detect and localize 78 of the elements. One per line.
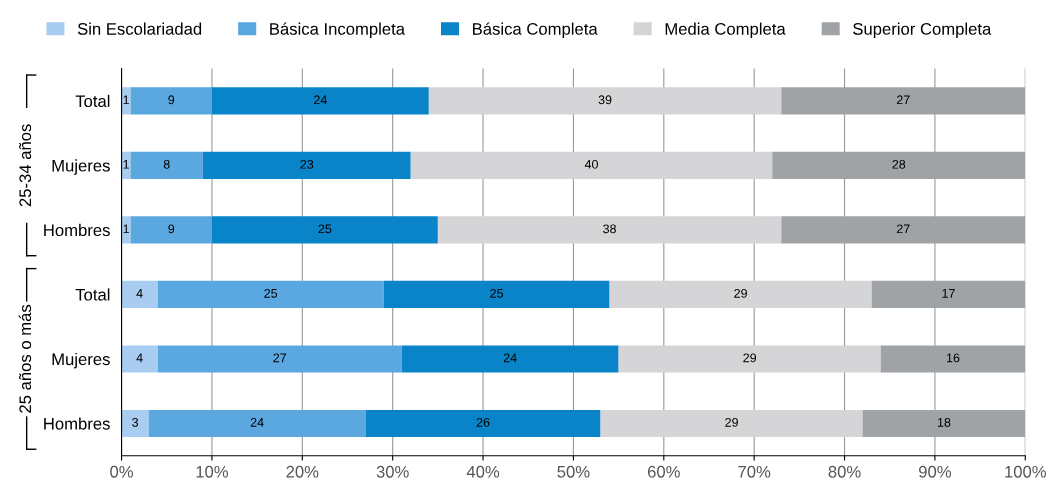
data-label: 23 [300, 159, 314, 169]
data-label: 18 [937, 417, 951, 427]
x-tick-label: 20% [286, 465, 319, 478]
bar [202, 151, 411, 179]
bar [130, 151, 203, 179]
x-tick-label: 0% [110, 465, 134, 478]
bar [121, 409, 149, 437]
bar [157, 280, 384, 308]
x-tick-label: 100% [1005, 465, 1047, 478]
x-tick-label: 40% [466, 465, 500, 478]
data-label: 17 [942, 289, 955, 298]
data-label: 27 [273, 353, 287, 363]
text: 25 años o más [18, 304, 32, 413]
bar [618, 345, 881, 373]
data-label: 4 [136, 353, 143, 363]
legend-label: Superior Completa [853, 22, 992, 39]
bar [401, 345, 619, 373]
legend-label: Sin Escolariadad [77, 22, 202, 35]
data-label: 28 [892, 159, 906, 169]
bar [609, 280, 872, 308]
text: 25-34 años [19, 124, 32, 207]
data-label: 8 [163, 159, 170, 169]
data-label: 26 [476, 417, 490, 427]
bar [437, 216, 782, 244]
y-tick-label: Total [75, 94, 110, 108]
data-label: 29 [734, 288, 747, 298]
bar [211, 87, 429, 115]
data-label: 24 [503, 353, 517, 363]
data-label: 25 [490, 288, 504, 298]
bar [383, 280, 610, 308]
x-tick-label: 90% [919, 465, 951, 478]
data-label: 24 [250, 417, 264, 427]
data-label: 9 [168, 224, 175, 234]
data-label: 24 [314, 95, 327, 105]
bar [211, 216, 438, 244]
y-tick-label: Hombres [44, 223, 110, 237]
bar [157, 345, 402, 373]
legend-label: Media Completa [665, 22, 786, 39]
data-label: 38 [603, 224, 616, 234]
y-tick-label: Total [75, 288, 110, 301]
y-tick-label: Hombres [44, 417, 110, 430]
data-label: 3 [132, 417, 139, 427]
bar [365, 409, 601, 437]
data-label: 25 [318, 224, 332, 234]
data-label: 25 [264, 288, 278, 298]
x-tick-label: 10% [196, 465, 229, 478]
data-label: 29 [743, 353, 757, 363]
data-label: 1 [123, 224, 129, 234]
x-tick-label: 80% [828, 465, 861, 478]
bar [428, 87, 782, 115]
x-tick-label: 30% [376, 465, 409, 478]
data-label: 27 [896, 224, 910, 234]
data-label: 1 [123, 95, 129, 105]
y-tick-label: Mujeres [52, 352, 110, 369]
bar [121, 87, 131, 115]
bar [121, 345, 158, 373]
bar [410, 151, 773, 179]
bar [121, 280, 158, 308]
bar [600, 409, 863, 437]
data-label: 39 [598, 95, 612, 105]
x-tick-label: 60% [647, 465, 680, 478]
bar [121, 216, 131, 244]
bar [130, 87, 212, 115]
data-label: 9 [168, 95, 175, 105]
bar [121, 151, 131, 179]
legend-label: Básica Incompleta [270, 22, 406, 39]
x-tick-label: 50% [557, 465, 590, 478]
legend-label: Básica Completa [473, 22, 598, 39]
data-label: 1 [123, 160, 129, 169]
data-label: 40 [584, 159, 598, 169]
data-label: 16 [946, 353, 960, 363]
data-label: 29 [725, 417, 738, 427]
data-label: 4 [136, 289, 143, 298]
bar [148, 409, 366, 437]
x-tick-label: 70% [738, 465, 771, 478]
bar [130, 216, 212, 244]
y-tick-label: Mujeres [52, 159, 110, 175]
data-label: 27 [896, 95, 910, 105]
